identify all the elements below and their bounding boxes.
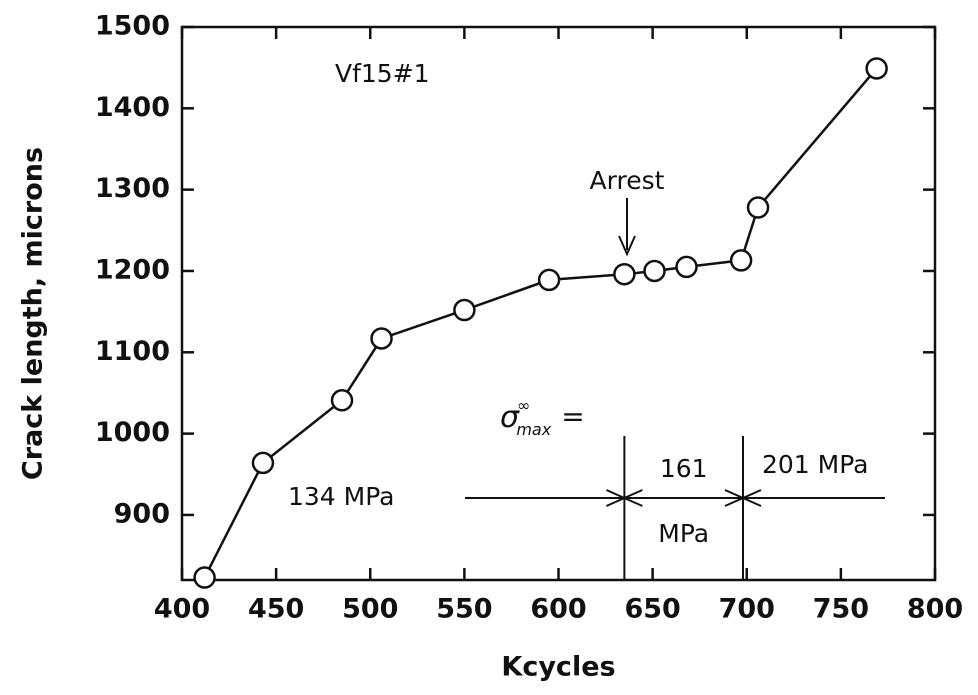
y-tick-label: 1300 [95,173,170,204]
stress-level: 201 MPa [762,450,869,479]
arrest-label: Arrest [590,166,665,195]
y-tick-label: 1000 [95,417,170,448]
x-axis-label: Kcycles [501,652,615,683]
x-tick-label: 700 [719,594,775,625]
data-point [330,389,354,412]
x-tick-label: 750 [813,594,869,625]
data-point [453,298,476,322]
stress-level: 134 MPa [288,482,395,511]
data-point [193,566,216,589]
x-tick-label: 550 [436,594,492,625]
x-tick-label: 400 [154,594,210,625]
data-point [537,268,561,292]
y-tick-label: 1200 [95,254,170,285]
data-point [643,259,666,283]
data-point [746,196,770,219]
sigma-sub: max [516,420,551,439]
data-point [729,249,753,272]
x-tick-label: 500 [342,594,398,625]
stress-level: MPa [658,519,709,548]
sigma: σ [500,400,520,435]
arrow-head [618,235,636,257]
y-axis-label: Crack length, microns [18,147,49,480]
data-point [370,327,393,350]
y-tick-label: 1500 [95,11,170,42]
y-tick-label: 900 [114,498,170,529]
data-point [865,57,888,80]
data-point [251,451,275,475]
x-tick-label: 450 [248,594,304,625]
stress-symbol: σ∞ max = [500,396,585,439]
x-tick-label: 600 [530,594,586,625]
data-point [613,262,636,286]
specimen-label: Vf15#1 [335,59,430,88]
arrow-head [740,489,762,507]
sigma-sup: ∞ [517,396,530,415]
x-tick-label: 800 [907,594,963,625]
x-tick-label: 650 [624,594,680,625]
stress-level: 161 [660,454,708,483]
y-tick-label: 1400 [95,92,170,123]
arrow-head [621,489,643,507]
sigma-eq: = [561,400,584,433]
data-point [675,255,698,279]
y-tick-label: 1100 [95,336,170,367]
